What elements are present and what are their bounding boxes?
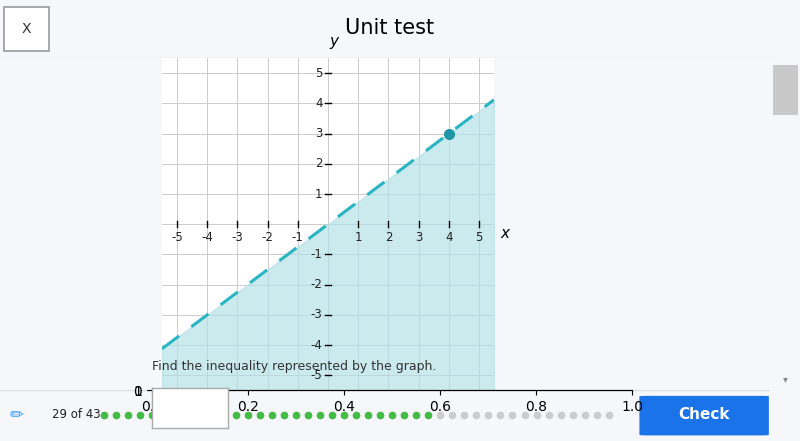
Text: X: X: [22, 22, 31, 36]
Text: -5: -5: [311, 369, 322, 382]
Bar: [773, 65, 798, 115]
Text: x: x: [500, 226, 509, 241]
Text: Find the inequality represented by the graph.: Find the inequality represented by the g…: [152, 360, 436, 373]
Text: ▾: ▾: [782, 374, 788, 384]
Text: -5: -5: [171, 231, 183, 244]
Text: 1: 1: [315, 187, 322, 201]
Text: 4: 4: [445, 231, 453, 244]
Text: -3: -3: [311, 308, 322, 321]
Text: 2: 2: [385, 231, 392, 244]
Text: ✏: ✏: [10, 406, 24, 424]
Text: 5: 5: [475, 231, 482, 244]
Text: -2: -2: [262, 231, 274, 244]
Text: -1: -1: [310, 248, 322, 261]
Text: 5: 5: [315, 67, 322, 80]
Text: 1: 1: [354, 231, 362, 244]
Text: Check: Check: [678, 407, 730, 422]
Text: 2: 2: [315, 157, 322, 170]
Text: -1: -1: [292, 231, 304, 244]
Text: y: y: [329, 34, 338, 49]
Text: -4: -4: [202, 231, 213, 244]
Text: 3: 3: [415, 231, 422, 244]
Text: 29 of 43: 29 of 43: [52, 408, 101, 421]
Text: -3: -3: [231, 231, 243, 244]
FancyBboxPatch shape: [4, 7, 49, 51]
FancyBboxPatch shape: [639, 396, 769, 435]
Text: -2: -2: [310, 278, 322, 291]
Text: 3: 3: [315, 127, 322, 140]
Text: -4: -4: [310, 339, 322, 351]
Text: 4: 4: [315, 97, 322, 110]
Text: Unit test: Unit test: [346, 18, 434, 38]
